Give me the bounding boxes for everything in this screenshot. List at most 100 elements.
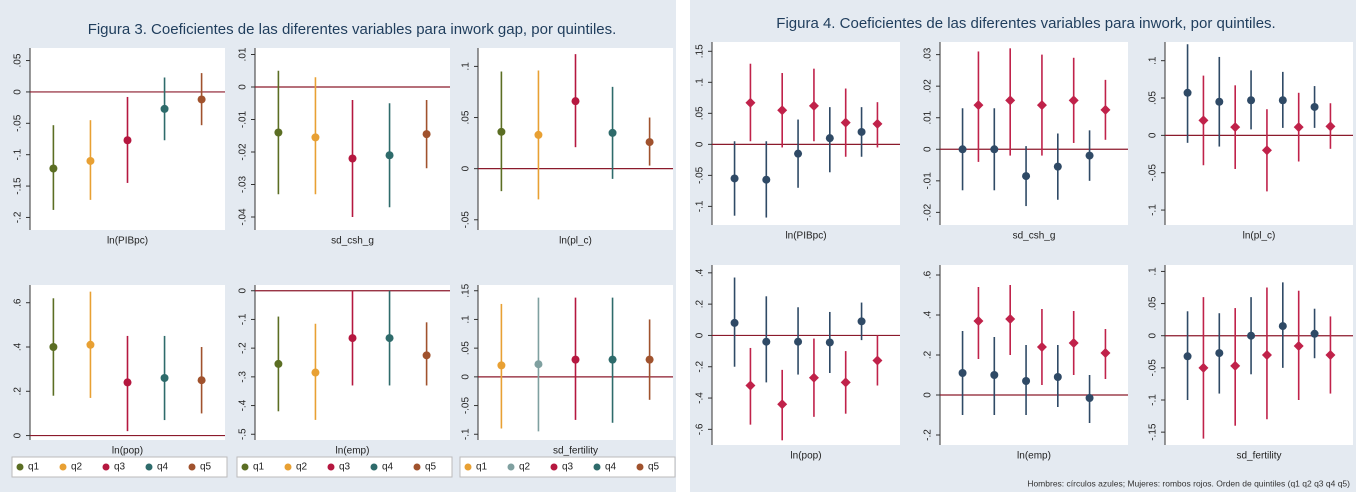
y-tick-label: .05	[13, 53, 24, 67]
figure-4-note: Hombres: círculos azules; Mujeres: rombo…	[1027, 478, 1350, 488]
figure-4-title: Figura 4. Coeficientes de las diferentes…	[776, 15, 1275, 32]
y-tick-label: 0	[13, 89, 24, 95]
point-estimate	[730, 174, 739, 183]
point-estimate	[274, 128, 283, 137]
x-axis-label: ln(pl_c)	[1243, 231, 1276, 242]
y-tick-label: -.2	[923, 429, 934, 441]
legend-label: q3	[339, 462, 351, 473]
y-tick-label: 0	[695, 332, 706, 338]
legend-marker	[464, 463, 472, 471]
legend-label: q1	[28, 462, 40, 473]
x-axis-label: sd_csh_g	[1013, 231, 1056, 242]
point-estimate	[86, 340, 95, 349]
point-estimate	[123, 378, 132, 387]
y-tick-label: -.05	[695, 166, 706, 184]
point-estimate	[808, 100, 819, 111]
point-estimate	[1198, 362, 1209, 373]
y-tick-label: -.01	[923, 172, 934, 190]
legend-label: q3	[562, 462, 574, 473]
y-tick-label: .05	[461, 110, 472, 124]
point-estimate	[1005, 314, 1016, 324]
point-estimate	[857, 317, 866, 326]
y-tick-label: .4	[695, 268, 706, 277]
legend-marker	[145, 463, 153, 471]
legend-label: q5	[648, 462, 660, 473]
point-estimate	[1293, 122, 1304, 133]
point-estimate	[645, 355, 654, 364]
point-estimate	[1230, 360, 1241, 371]
y-tick-label: -.04	[238, 208, 249, 226]
legend-marker	[413, 463, 421, 471]
legend-label: q5	[425, 462, 437, 473]
point-estimate	[608, 355, 617, 364]
point-estimate	[794, 337, 803, 346]
legend-marker	[241, 463, 249, 471]
y-tick-label: .2	[695, 300, 706, 309]
legend-marker	[327, 463, 335, 471]
point-estimate	[990, 371, 999, 379]
point-estimate	[1036, 100, 1047, 111]
x-axis-label: ln(pop)	[790, 451, 821, 462]
point-estimate	[571, 97, 580, 106]
y-tick-label: .05	[1148, 91, 1159, 105]
point-estimate	[160, 104, 169, 113]
point-estimate	[1036, 342, 1047, 352]
y-tick-label: -.5	[238, 428, 249, 440]
y-tick-label: -.1	[238, 313, 249, 325]
point-estimate	[1247, 331, 1256, 340]
legend-marker	[636, 463, 644, 471]
point-estimate	[1325, 350, 1336, 360]
y-tick-label: .03	[923, 47, 934, 61]
y-tick-label: 0	[695, 141, 706, 147]
x-axis-label: ln(PIBpc)	[107, 236, 148, 247]
point-estimate	[311, 133, 320, 142]
y-tick-label: .1	[1148, 267, 1159, 276]
point-estimate	[1022, 172, 1031, 181]
point-estimate	[608, 128, 617, 137]
point-estimate	[730, 318, 739, 327]
plot-area	[1165, 265, 1353, 445]
legend-label: q4	[605, 462, 617, 473]
y-tick-label: -.1	[1148, 204, 1159, 216]
y-tick-label: -.2	[695, 360, 706, 372]
y-tick-label: 0	[238, 84, 249, 90]
plot-area	[940, 42, 1128, 225]
point-estimate	[745, 380, 756, 391]
point-estimate	[1310, 102, 1319, 111]
y-tick-label: -.05	[461, 397, 472, 415]
y-tick-label: .2	[923, 350, 934, 359]
point-estimate	[497, 127, 506, 136]
y-tick-label: 0	[461, 165, 472, 171]
legend-box	[236, 456, 453, 478]
x-axis-label: ln(pl_c)	[559, 236, 592, 247]
y-tick-label: 0	[923, 392, 934, 398]
point-estimate	[777, 105, 788, 116]
point-estimate	[840, 377, 851, 388]
legend-label: q4	[382, 462, 394, 473]
point-estimate	[274, 359, 283, 368]
point-estimate	[571, 355, 580, 364]
y-tick-label: -.3	[238, 371, 249, 383]
point-estimate	[745, 97, 756, 108]
y-tick-label: -.05	[461, 211, 472, 229]
legend-marker	[59, 463, 67, 471]
point-estimate	[808, 372, 819, 383]
point-estimate	[762, 337, 771, 346]
y-tick-label: -.1	[461, 428, 472, 440]
legend-marker	[284, 463, 292, 471]
point-estimate	[385, 334, 394, 343]
y-tick-label: -.01	[238, 110, 249, 128]
y-tick-label: -.1	[695, 200, 706, 212]
y-tick-label: .2	[13, 387, 24, 396]
point-estimate	[1100, 348, 1111, 358]
plot-area	[712, 42, 900, 225]
y-tick-label: -.2	[238, 342, 249, 354]
point-estimate	[1325, 121, 1336, 132]
y-tick-label: 0	[461, 374, 472, 380]
y-tick-label: .01	[923, 110, 934, 124]
point-estimate	[1247, 96, 1256, 105]
point-estimate	[49, 164, 58, 173]
y-tick-label: .1	[695, 78, 706, 87]
y-tick-label: 0	[238, 288, 249, 294]
legend-marker	[102, 463, 110, 471]
